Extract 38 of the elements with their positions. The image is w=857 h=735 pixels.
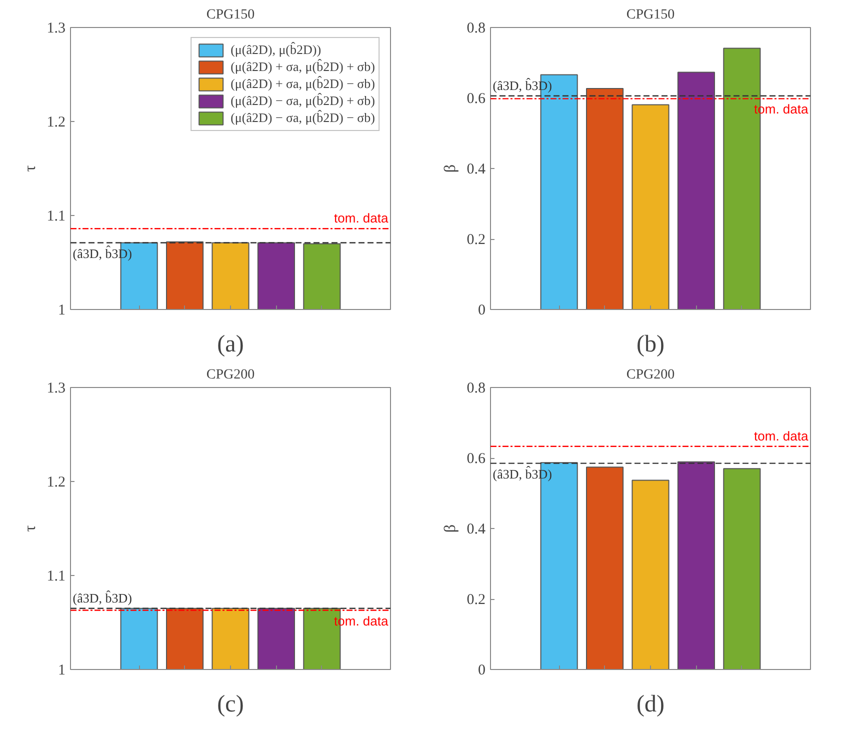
legend-label: (μ(â2D) + σa, μ(b̂2D) − σb) — [230, 76, 375, 92]
ref-line-label: tom. data — [334, 210, 389, 226]
y-tick-label: 0.8 — [466, 20, 486, 36]
y-tick-label: 1.1 — [46, 568, 66, 584]
chart-title: CPG150 — [626, 8, 675, 22]
y-tick-label: 1.1 — [46, 208, 66, 224]
y-tick-label: 1 — [58, 302, 66, 318]
y-tick-label: 0.2 — [466, 592, 486, 608]
x-axis-title: (d) — [636, 692, 664, 718]
y-tick-label: 1 — [58, 662, 66, 678]
y-axis-title: β — [442, 164, 459, 173]
x-axis-title: (b) — [636, 332, 664, 358]
y-tick-label: 0 — [478, 662, 486, 678]
y-tick-label: 1.3 — [46, 20, 66, 36]
x-axis-title: (a) — [217, 332, 244, 358]
y-tick-label: 1.3 — [46, 380, 66, 396]
legend-label: (μ(â2D), μ(b̂2D)) — [230, 42, 322, 58]
y-axis-title: β — [442, 524, 459, 533]
y-axis-title: τ — [22, 164, 39, 172]
y-tick-label: 0.6 — [466, 91, 486, 107]
y-tick-label: 1.2 — [46, 474, 66, 490]
chart-title: CPG200 — [206, 368, 255, 382]
legend-label: (μ(â2D) − σa, μ(b̂2D) + σb) — [230, 93, 375, 109]
legend-label: (μ(â2D) − σa, μ(b̂2D) − σb) — [230, 110, 375, 126]
ref-line-label: (â3D, b̂3D) — [72, 589, 132, 606]
y-tick-label: 0.4 — [466, 522, 486, 538]
legend-label: (μ(â2D) + σa, μ(b̂2D) + σb) — [230, 59, 375, 75]
chart-title: CPG150 — [206, 8, 255, 22]
ref-line-label: tom. data — [754, 428, 809, 444]
y-tick-label: 0.2 — [466, 232, 486, 248]
x-axis-title: (c) — [217, 692, 244, 718]
y-tick-label: 0.4 — [466, 162, 486, 178]
y-tick-label: 0.8 — [466, 380, 486, 396]
y-axis-title: τ — [22, 524, 39, 532]
y-tick-label: 0.6 — [466, 451, 486, 467]
y-tick-label: 0 — [478, 302, 486, 318]
y-tick-label: 1.2 — [46, 114, 66, 130]
chart-title: CPG200 — [626, 368, 675, 382]
